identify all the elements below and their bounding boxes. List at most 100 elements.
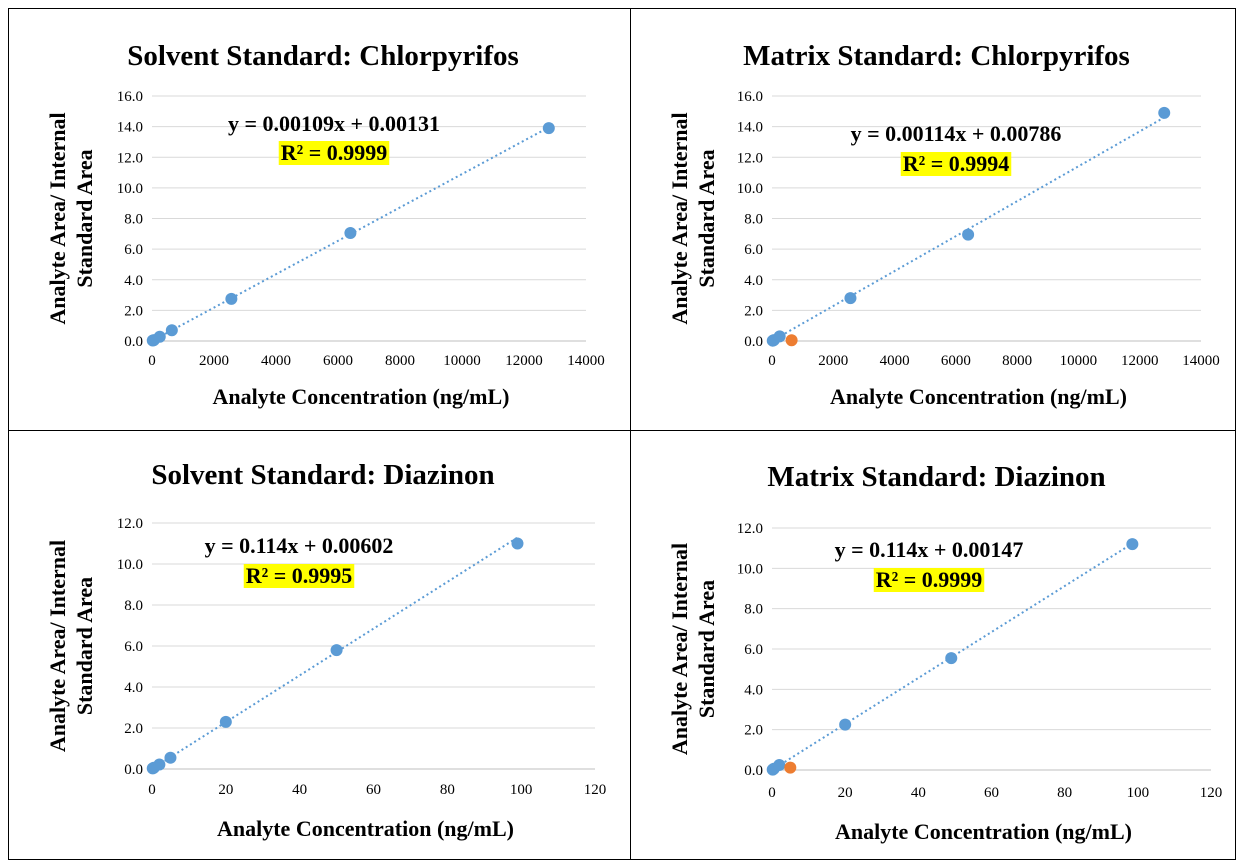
y-tick-label: 4.0 <box>124 680 143 696</box>
y-tick-label: 14.0 <box>117 120 143 136</box>
y-tick-label: 6.0 <box>744 642 763 658</box>
data-point <box>511 537 524 550</box>
x-axis-label: Analyte Concentration (ng/mL) <box>830 384 1127 409</box>
y-tick-label: 10.0 <box>117 557 143 573</box>
y-tick-label: 2.0 <box>124 721 143 737</box>
r-squared-label: R² = 0.9999 <box>281 140 388 165</box>
y-tick-label: 0.0 <box>744 763 763 779</box>
trendline-equation: y = 0.114x + 0.00602 <box>205 533 394 558</box>
chart-panel: Matrix Standard: Diazinon 0.0 2.0 4.0 6.0 8.0… <box>630 430 1236 860</box>
r-squared-label: R² = 0.9994 <box>903 151 1010 176</box>
y-axis-label: Standard Area <box>72 577 97 715</box>
y-tick-label: 4.0 <box>124 273 143 289</box>
data-point <box>330 644 343 657</box>
x-tick-label: 8000 <box>385 353 415 369</box>
data-point <box>153 330 166 343</box>
x-tick-label: 2000 <box>818 353 848 369</box>
chart-panel: Solvent Standard: Chlorpyrifos 0.0 2.0 4.0 6… <box>8 8 631 431</box>
x-tick-label: 8000 <box>1002 353 1032 369</box>
scatter-chart: Solvent Standard: Diazinon 0.0 2.0 4.0 6.0 8.… <box>45 459 607 841</box>
data-point <box>153 758 166 771</box>
x-tick-label: 60 <box>366 782 381 798</box>
x-tick-label: 120 <box>584 782 607 798</box>
trendline <box>771 542 1133 771</box>
x-tick-label: 80 <box>1057 785 1072 801</box>
r-squared-box: R² = 0.9995 <box>243 563 355 588</box>
highlight <box>900 152 1012 176</box>
data-point <box>839 718 852 731</box>
data-point <box>1126 538 1139 551</box>
x-tick-label: 80 <box>440 782 455 798</box>
data-point <box>1158 106 1171 119</box>
y-axis-label: Analyte Area/ Internal <box>45 540 70 752</box>
x-tick-label: 6000 <box>323 353 353 369</box>
y-tick-label: 8.0 <box>744 212 763 228</box>
data-point <box>165 324 178 337</box>
y-tick-label: 8.0 <box>744 602 763 618</box>
y-tick-label: 0.0 <box>124 334 143 350</box>
highlight <box>243 564 355 588</box>
y-tick-label: 12.0 <box>117 150 143 166</box>
x-tick-label: 120 <box>1200 785 1223 801</box>
trendline-equation: y = 0.114x + 0.00147 <box>835 537 1024 562</box>
data-point <box>773 758 786 771</box>
y-tick-label: 16.0 <box>737 89 763 105</box>
x-tick-label: 60 <box>984 785 999 801</box>
y-tick-label: 6.0 <box>744 242 763 258</box>
r-squared-box: R² = 0.9999 <box>873 567 985 592</box>
scatter-chart: Matrix Standard: Chlorpyrifos 0.0 2.0 4.0 6.… <box>667 40 1220 409</box>
y-tick-label: 12.0 <box>737 150 763 166</box>
data-point <box>225 292 238 305</box>
data-point <box>962 228 975 241</box>
chart-title: Solvent Standard: Chlorpyrifos <box>127 40 519 72</box>
data-point <box>785 334 798 347</box>
x-tick-label: 2000 <box>199 353 229 369</box>
x-tick-label: 0 <box>148 782 156 798</box>
x-tick-label: 12000 <box>505 353 543 369</box>
data-point <box>164 751 177 764</box>
y-tick-label: 14.0 <box>737 120 763 136</box>
chart-panel: Solvent Standard: Diazinon 0.0 2.0 4.0 6.0 8.… <box>8 430 631 860</box>
x-tick-label: 14000 <box>567 353 605 369</box>
y-tick-label: 0.0 <box>124 762 143 778</box>
x-tick-label: 100 <box>1127 785 1150 801</box>
y-tick-label: 16.0 <box>117 89 143 105</box>
y-tick-label: 2.0 <box>744 303 763 319</box>
data-point <box>773 330 786 343</box>
y-tick-label: 0.0 <box>744 334 763 350</box>
x-tick-label: 12000 <box>1121 353 1159 369</box>
x-axis-label: Analyte Concentration (ng/mL) <box>217 816 514 841</box>
chart-title: Matrix Standard: Chlorpyrifos <box>743 40 1130 72</box>
y-axis-label: Standard Area <box>72 149 97 287</box>
y-tick-label: 4.0 <box>744 682 763 698</box>
y-tick-label: 2.0 <box>744 723 763 739</box>
x-axis-label: Analyte Concentration (ng/mL) <box>213 384 510 409</box>
x-tick-label: 20 <box>838 785 853 801</box>
x-tick-label: 4000 <box>880 353 910 369</box>
y-axis-label: Standard Area <box>694 149 719 287</box>
x-tick-label: 0 <box>768 785 776 801</box>
r-squared-box: R² = 0.9994 <box>900 151 1012 176</box>
data-point <box>945 652 958 665</box>
x-tick-label: 40 <box>292 782 307 798</box>
y-tick-label: 2.0 <box>124 303 143 319</box>
data-point <box>344 227 357 240</box>
y-tick-label: 12.0 <box>737 521 763 537</box>
data-point <box>219 715 232 728</box>
x-tick-label: 0 <box>148 353 156 369</box>
x-tick-label: 0 <box>768 353 776 369</box>
r-squared-box: R² = 0.9999 <box>278 140 390 165</box>
x-tick-label: 20 <box>218 782 233 798</box>
r-squared-label: R² = 0.9995 <box>246 563 353 588</box>
x-tick-label: 10000 <box>1060 353 1098 369</box>
y-tick-label: 8.0 <box>124 598 143 614</box>
y-axis-label: Standard Area <box>694 580 719 718</box>
y-tick-label: 10.0 <box>737 561 763 577</box>
data-point <box>844 292 857 305</box>
r-squared-label: R² = 0.9999 <box>876 567 983 592</box>
y-axis-label: Analyte Area/ Internal <box>45 112 70 324</box>
y-axis-label: Analyte Area/ Internal <box>667 112 692 324</box>
x-tick-label: 100 <box>510 782 533 798</box>
y-tick-label: 10.0 <box>117 181 143 197</box>
